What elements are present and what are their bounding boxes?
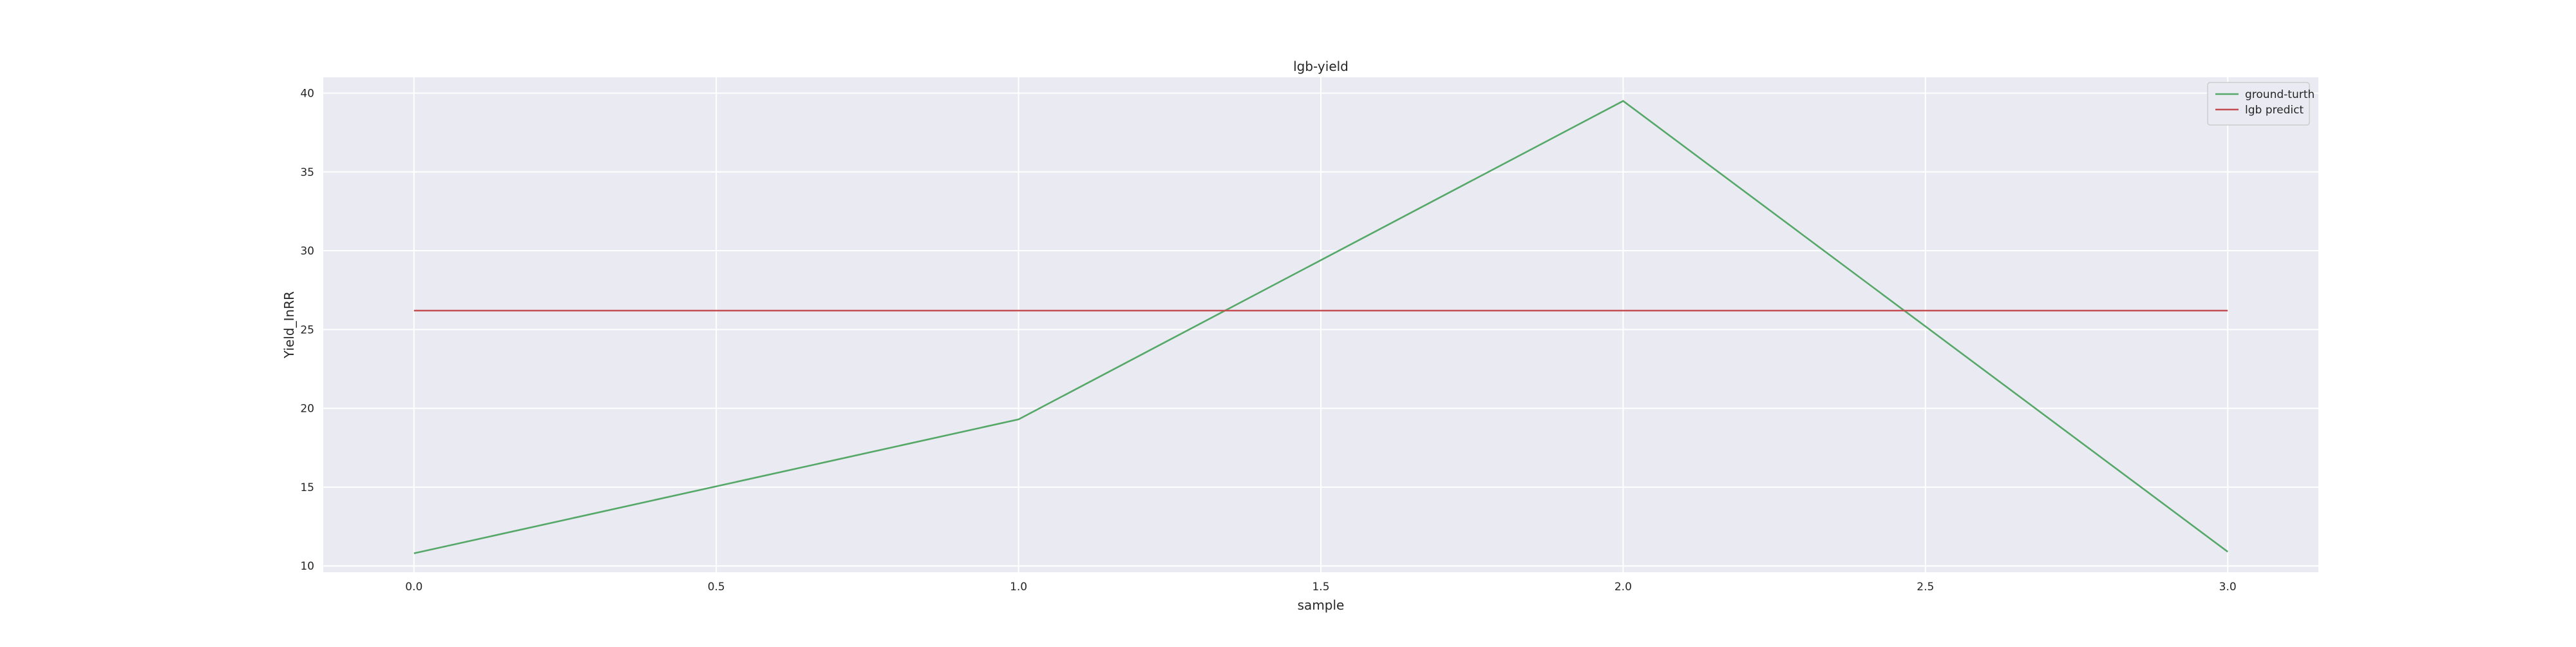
legend: ground-turth lgb predict xyxy=(2207,82,2315,126)
y-tick-label: 15 xyxy=(300,481,314,494)
series-lines xyxy=(413,100,2228,554)
x-tick-label: 1.0 xyxy=(1010,581,1027,594)
x-tick-label: 3.0 xyxy=(2219,581,2237,594)
x-tick-label: 1.5 xyxy=(1312,581,1329,594)
legend-label: lgb predict xyxy=(2245,104,2304,117)
x-tick-label: 0.5 xyxy=(708,581,725,594)
y-tick-label: 35 xyxy=(300,166,314,179)
y-tick-label: 10 xyxy=(300,560,314,573)
x-tick-label: 0.0 xyxy=(405,581,422,594)
y-axis-ticks: 10 15 20 25 30 35 40 xyxy=(300,87,314,573)
chart-title: lgb-yield xyxy=(1293,59,1349,74)
y-tick-label: 40 xyxy=(300,87,314,100)
legend-frame xyxy=(2207,82,2310,126)
legend-label: ground-turth xyxy=(2245,88,2315,101)
grid xyxy=(323,77,2318,572)
x-axis-label: sample xyxy=(1298,597,1345,613)
y-axis-label: Yield_InRR xyxy=(281,291,297,359)
x-axis-ticks: 0.0 0.5 1.0 1.5 2.0 2.5 3.0 xyxy=(405,581,2236,594)
y-tick-label: 25 xyxy=(300,324,314,336)
x-tick-label: 2.5 xyxy=(1917,581,1934,594)
y-tick-label: 30 xyxy=(300,245,314,258)
y-tick-label: 20 xyxy=(300,403,314,416)
series-line-0 xyxy=(413,100,2228,554)
x-tick-label: 2.0 xyxy=(1615,581,1632,594)
